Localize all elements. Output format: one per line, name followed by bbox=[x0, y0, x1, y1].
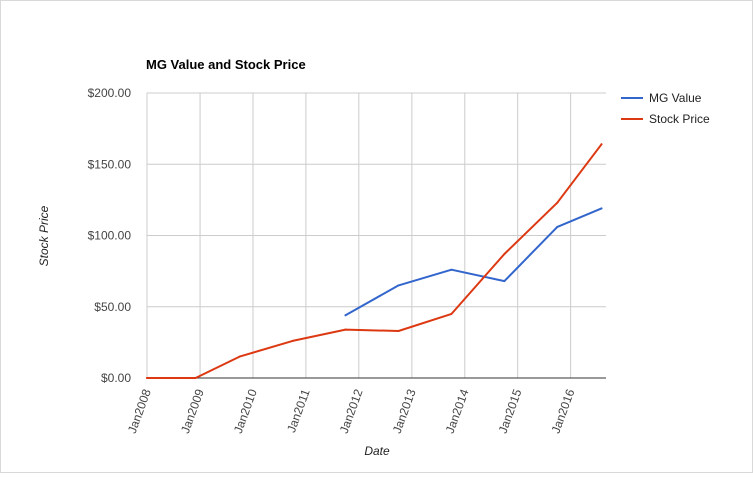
stock-price-point bbox=[397, 329, 400, 332]
chart-title: MG Value and Stock Price bbox=[146, 57, 306, 72]
legend-item-stock-price: Stock Price bbox=[621, 112, 710, 126]
mg-value-point bbox=[344, 314, 347, 317]
y-axis-ticks: $0.00 $50.00 $100.00 $150.00 $200.00 bbox=[88, 86, 132, 385]
mg-value-line bbox=[344, 207, 603, 317]
grid bbox=[146, 92, 606, 379]
stock-price-point bbox=[146, 377, 148, 379]
y-tick-label: $150.00 bbox=[88, 157, 132, 171]
legend: MG Value Stock Price bbox=[621, 91, 710, 126]
legend-item-mg-value: MG Value bbox=[621, 91, 702, 105]
stock-price-point bbox=[194, 377, 197, 379]
x-axis-ticks: Jan2008 Jan2009 Jan2010 Jan2011 Jan2012 Jan20… bbox=[125, 387, 578, 435]
mg-value-point bbox=[600, 207, 603, 210]
y-tick-label: $50.00 bbox=[94, 300, 131, 314]
legend-label: MG Value bbox=[649, 91, 702, 105]
mg-value-point bbox=[397, 284, 400, 287]
mg-value-point bbox=[450, 268, 453, 271]
stock-price-point bbox=[600, 143, 603, 146]
stock-price-point bbox=[344, 328, 347, 331]
stock-price-point bbox=[450, 312, 453, 315]
legend-label: Stock Price bbox=[649, 112, 710, 126]
y-tick-label: $200.00 bbox=[88, 86, 132, 100]
mg-value-point bbox=[556, 225, 559, 228]
y-axis-title: Stock Price bbox=[37, 205, 51, 266]
x-axis-title: Date bbox=[364, 444, 390, 458]
y-tick-label: $0.00 bbox=[101, 371, 131, 385]
series-layer bbox=[146, 143, 603, 379]
stock-price-point bbox=[238, 355, 241, 358]
stock-price-point bbox=[291, 339, 294, 342]
stock-price-line bbox=[146, 143, 603, 379]
stock-price-point bbox=[556, 201, 559, 204]
y-tick-label: $100.00 bbox=[88, 229, 132, 243]
stock-price-point bbox=[503, 253, 506, 256]
mg-value-point bbox=[503, 280, 506, 283]
